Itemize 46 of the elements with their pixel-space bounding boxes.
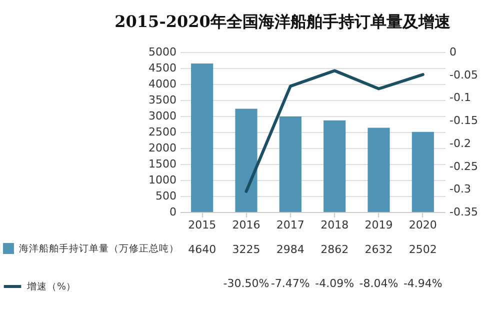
data-label: -7.47% <box>270 277 310 290</box>
y2-tick-label: -0.15 <box>450 114 478 128</box>
data-label: 3225 <box>232 243 260 256</box>
y2-tick-label: -0.3 <box>450 182 471 196</box>
x-tick-label: 2015 <box>188 218 216 232</box>
y-tick-label: 0 <box>170 206 176 218</box>
bar <box>412 132 434 212</box>
line-series <box>244 69 424 193</box>
data-label: -30.50% <box>223 277 270 290</box>
bar <box>235 108 258 212</box>
data-label: 4640 <box>188 243 216 256</box>
x-tick-label: 2016 <box>232 218 260 232</box>
x-tick-label: 2019 <box>364 218 393 232</box>
x-tick-label: 2017 <box>276 218 304 232</box>
y2-tick-label: 0 <box>450 46 456 58</box>
legend-label: 增速（%） <box>26 280 76 292</box>
y-tick-label: 1000 <box>148 174 176 186</box>
data-label: -8.04% <box>359 277 398 290</box>
bar <box>279 116 302 212</box>
y2-tick-label: -0.05 <box>450 68 478 82</box>
y-tick-label: 5000 <box>148 46 176 58</box>
y2-tick-label: -0.35 <box>450 206 478 218</box>
y-tick-label: 2500 <box>148 126 176 138</box>
y2-tick-label: -0.25 <box>450 160 478 173</box>
y2-tick-label: -0.2 <box>450 136 471 150</box>
data-label: 2632 <box>364 243 393 256</box>
chart-title: 2015-2020年全国海洋船舶手持订单量及增速 <box>114 12 452 31</box>
y-tick-label: 1500 <box>148 158 176 170</box>
x-tick-label: 2018 <box>320 218 349 232</box>
legend-label: 海洋船舶手持订单量（万修正总吨） <box>19 242 179 254</box>
bar <box>191 64 214 212</box>
y-tick-label: 2000 <box>148 142 176 154</box>
y2-tick-label: -0.1 <box>450 91 471 104</box>
data-label: 2984 <box>276 243 304 256</box>
data-label: -4.94% <box>403 277 442 290</box>
data-label: 2502 <box>408 243 437 256</box>
bar <box>324 120 346 212</box>
bar <box>368 128 390 212</box>
data-label: 2862 <box>320 243 349 256</box>
y-tick-label: 3000 <box>148 110 176 122</box>
y-tick-label: 500 <box>156 190 176 202</box>
x-tick-label: 2020 <box>408 218 437 232</box>
y-tick-label: 4000 <box>148 78 176 90</box>
data-label: -4.09% <box>315 277 354 290</box>
y-tick-label: 3500 <box>148 94 176 106</box>
y-tick-label: 4500 <box>148 62 176 74</box>
